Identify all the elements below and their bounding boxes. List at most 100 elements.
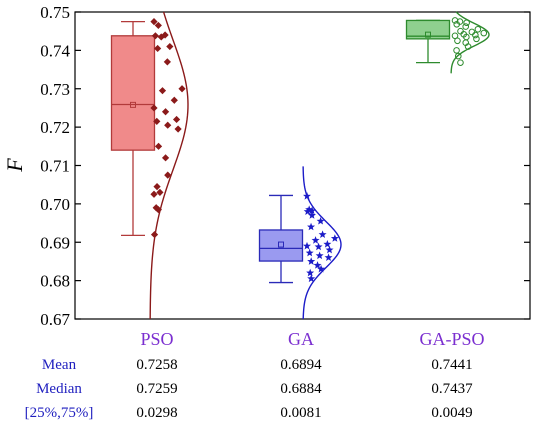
mean-marker [425,31,431,38]
data-point-star [317,264,326,273]
data-point-circle [462,23,470,30]
iqr-box [405,19,451,40]
data-point-star [303,207,312,215]
data-point-star [318,230,327,238]
series-group [110,11,490,320]
data-point-circle [457,27,464,35]
y-tick-label: 0.73 [40,80,70,99]
data-point-star [316,216,325,225]
stats-value: 0.0049 [431,405,472,421]
data-point-circle [453,47,460,54]
data-point-circle [453,20,461,28]
data-point-circle [474,25,482,33]
data-point-diamond [164,171,172,179]
data-point-circle [463,19,470,27]
data-point-diamond [150,230,159,239]
data-point-diamond [166,42,174,51]
mean-marker [130,101,136,108]
data-point-diamond [150,17,158,26]
data-point-star [314,242,323,251]
data-point-diamond [161,154,170,162]
category-labels: PSO GA GA-PSO [140,329,484,349]
data-point-circle [464,43,472,50]
data-point-star [303,192,311,200]
data-point-star [305,205,314,214]
data-point-diamond [170,96,178,104]
data-point-circle [480,29,488,37]
data-point-diamond [163,58,171,66]
stats-value: 0.6884 [280,381,322,397]
data-point-diamond [153,183,161,191]
data-point-star [305,248,314,257]
data-point-star [311,236,320,244]
y-tick-label: 0.75 [40,3,70,22]
data-point-diamond [178,85,186,93]
y-tick-label: 0.68 [40,272,70,291]
data-point-star [306,268,315,277]
data-point-star [308,206,317,215]
data-point-circle [468,28,476,36]
data-point-diamond [154,206,162,214]
data-point-star [330,234,339,242]
data-point-diamond [157,33,165,41]
stats-value: 0.7259 [136,381,177,397]
data-point-diamond [174,125,182,133]
category-label: PSO [140,329,173,349]
distribution-curve [149,11,189,320]
data-point-star [307,257,316,265]
data-point-diamond [172,115,181,124]
data-point-diamond [151,32,160,40]
category-label: GA-PSO [419,329,484,349]
data-point-star [323,239,332,248]
y-tick-label: 0.67 [40,310,70,329]
data-point-star [307,222,316,231]
data-point-star [308,211,316,219]
stats-row-label: Median [36,381,82,397]
mean-marker [278,241,284,248]
distribution-curve [450,11,490,74]
data-point-star [303,241,311,250]
data-point-diamond [153,117,161,125]
stats-value: 0.7437 [431,381,473,397]
series-pso [110,11,189,320]
category-label: GA [288,329,314,349]
data-point-diamond [154,142,163,150]
stats-value: 0.6894 [280,357,322,373]
data-point-star [324,253,333,261]
y-tick-label: 0.70 [40,195,70,214]
data-point-diamond [158,87,167,95]
data-point-star [313,261,322,269]
stats-table: Mean 0.7258 0.6894 0.7441 Median 0.7259 0.6884… [25,357,473,421]
stats-value: 0.7441 [431,357,472,373]
stats-row-label: [25%,75%] [25,405,94,421]
data-point-star [315,251,324,260]
data-point-diamond [156,188,164,196]
data-point-diamond [154,44,162,53]
data-point-star [325,245,334,254]
data-point-circle [454,37,461,45]
distribution-curve [302,166,342,320]
stats-row-label: Mean [42,357,77,373]
data-point-circle [454,52,462,60]
data-point-diamond [150,190,158,198]
data-point-star [307,274,316,283]
y-tick-label: 0.72 [40,118,70,137]
data-point-diamond [164,121,172,129]
data-point-diamond [154,21,162,30]
stats-value: 0.0298 [136,405,177,421]
y-tick-label: 0.69 [40,233,70,252]
data-point-diamond [150,104,158,112]
stats-value: 0.7258 [136,357,177,373]
data-point-diamond [161,108,170,116]
data-point-circle [457,59,464,66]
series-ga [258,166,342,320]
y-axis-ticks: 0.67 0.68 0.69 0.70 0.71 0.72 0.73 0.74 0.75 [40,3,530,329]
iqr-box [110,35,156,151]
stats-value: 0.0081 [280,405,321,421]
data-point-circle [473,35,480,43]
series-ga-pso [405,11,490,74]
y-tick-label: 0.74 [40,41,70,60]
y-tick-label: 0.71 [40,157,70,176]
